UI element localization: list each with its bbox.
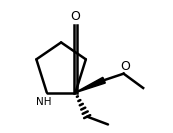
Text: O: O <box>70 10 80 23</box>
Text: O: O <box>121 60 130 73</box>
Text: NH: NH <box>37 97 52 107</box>
Polygon shape <box>75 77 105 93</box>
